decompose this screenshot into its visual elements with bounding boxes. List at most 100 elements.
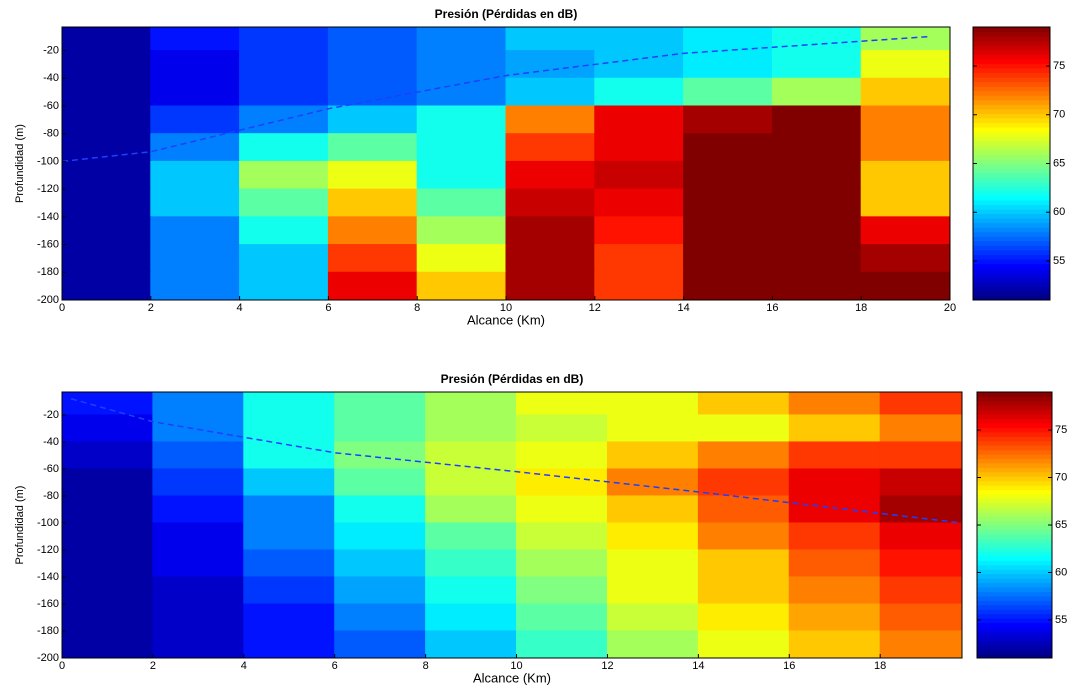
x-tick-label: 6 bbox=[325, 302, 331, 314]
contour-cell bbox=[334, 630, 426, 658]
contour-cell bbox=[861, 161, 951, 190]
contour-cell bbox=[425, 630, 517, 658]
contour-cell bbox=[425, 468, 517, 496]
contour-cell bbox=[334, 441, 426, 469]
colorbar-tick-label: 60 bbox=[1055, 566, 1067, 578]
contour-cell bbox=[417, 133, 507, 162]
contour-cell bbox=[594, 78, 684, 107]
y-tick-label: -200 bbox=[37, 652, 59, 664]
contour-cell bbox=[425, 549, 517, 577]
x-tick-label: 4 bbox=[241, 660, 247, 672]
contour-cell bbox=[239, 189, 329, 218]
y-tick-label: -120 bbox=[37, 183, 59, 195]
x-tick-label: 8 bbox=[423, 660, 429, 672]
contour-cell bbox=[698, 630, 790, 658]
contour-cell bbox=[150, 216, 240, 245]
x-axis-label: Alcance (Km) bbox=[473, 670, 551, 685]
contour-cell bbox=[239, 216, 329, 245]
contour-cell bbox=[417, 105, 507, 134]
contour-cell bbox=[772, 216, 862, 245]
contour-cell bbox=[243, 522, 335, 550]
contour-cell bbox=[425, 495, 517, 523]
contour-cell bbox=[607, 495, 699, 523]
x-tick-label: 2 bbox=[148, 302, 154, 314]
contour-cell bbox=[789, 630, 881, 658]
contour-cell bbox=[328, 105, 418, 134]
contour-cell bbox=[789, 549, 881, 577]
contour-cell bbox=[506, 189, 596, 218]
contour-cell bbox=[150, 133, 240, 162]
contour-cell bbox=[607, 630, 699, 658]
contour-cell bbox=[861, 272, 951, 301]
contour-cell bbox=[328, 161, 418, 190]
colorbar-tick-label: 55 bbox=[1053, 255, 1065, 267]
contour-cell bbox=[425, 441, 517, 469]
contour-cell bbox=[62, 244, 152, 273]
contour-cell bbox=[62, 272, 152, 301]
x-tick-label: 2 bbox=[150, 660, 156, 672]
contour-cell bbox=[506, 272, 596, 301]
contour-cell bbox=[861, 216, 951, 245]
chart-title: Presión (Pérdidas en dB) bbox=[441, 372, 584, 386]
contour-cell bbox=[516, 441, 608, 469]
contour-cell bbox=[880, 603, 972, 631]
contour-cell bbox=[506, 105, 596, 134]
contour-cell bbox=[698, 576, 790, 604]
contour-cell bbox=[861, 78, 951, 107]
y-tick-label: -180 bbox=[37, 266, 59, 278]
contour-cell bbox=[772, 189, 862, 218]
contour-cell bbox=[772, 50, 862, 79]
y-tick-label: -20 bbox=[43, 44, 59, 56]
chart-title: Presión (Pérdidas en dB) bbox=[435, 7, 578, 21]
contour-cell bbox=[62, 630, 154, 658]
contour-cell bbox=[150, 272, 240, 301]
contour-cell bbox=[239, 244, 329, 273]
colorbar-tick-label: 65 bbox=[1053, 157, 1065, 169]
contour-cell bbox=[683, 189, 773, 218]
contour-cell bbox=[417, 244, 507, 273]
contour-cell bbox=[607, 441, 699, 469]
contour-cell bbox=[772, 272, 862, 301]
contour-cell bbox=[594, 189, 684, 218]
contour-cell bbox=[152, 441, 244, 469]
contour-cell bbox=[243, 495, 335, 523]
contour-cell bbox=[62, 522, 154, 550]
contour-cell bbox=[594, 272, 684, 301]
contour-cell bbox=[334, 495, 426, 523]
contour-cell bbox=[239, 105, 329, 134]
y-tick-label: -40 bbox=[43, 436, 59, 448]
contour-cell bbox=[150, 161, 240, 190]
x-tick-label: 12 bbox=[601, 660, 613, 672]
contour-cell bbox=[880, 468, 972, 496]
y-tick-label: -60 bbox=[43, 100, 59, 112]
contour-cell bbox=[334, 414, 426, 442]
contour-cell bbox=[150, 78, 240, 107]
contour-cell bbox=[772, 161, 862, 190]
contour-cell bbox=[516, 522, 608, 550]
plot-area bbox=[62, 387, 972, 658]
contour-cell bbox=[683, 161, 773, 190]
y-axis-label: Profundidad (m) bbox=[14, 124, 26, 203]
contour-cell bbox=[789, 603, 881, 631]
contour-cell bbox=[772, 244, 862, 273]
contour-cell bbox=[62, 189, 152, 218]
contour-cell bbox=[594, 50, 684, 79]
contour-cell bbox=[683, 244, 773, 273]
y-tick-label: -20 bbox=[43, 409, 59, 421]
y-tick-label: -40 bbox=[43, 72, 59, 84]
contour-cell bbox=[880, 576, 972, 604]
contour-cell bbox=[334, 522, 426, 550]
y-tick-label: -140 bbox=[37, 571, 59, 583]
contour-cell bbox=[594, 133, 684, 162]
x-tick-label: 18 bbox=[855, 302, 867, 314]
figure: 02468101214161820-20-40-60-80-100-120-14… bbox=[0, 0, 1080, 688]
contour-cell bbox=[152, 576, 244, 604]
contour-cell bbox=[772, 105, 862, 134]
contour-cell bbox=[880, 441, 972, 469]
contour-cell bbox=[150, 189, 240, 218]
colorbar-tick-label: 70 bbox=[1053, 109, 1065, 121]
contour-cell bbox=[239, 50, 329, 79]
contour-cell bbox=[789, 495, 881, 523]
contour-cell bbox=[506, 133, 596, 162]
contour-cell bbox=[328, 133, 418, 162]
